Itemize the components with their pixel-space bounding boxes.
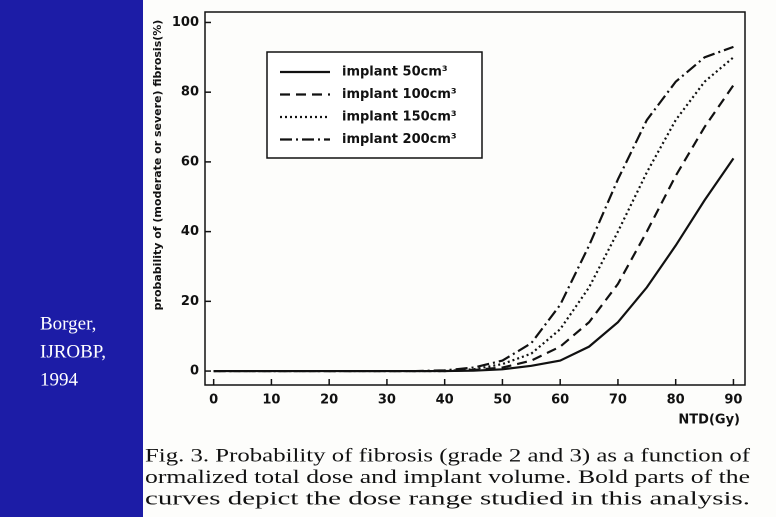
legend-label: implant 50cm³ [342,65,448,80]
x-axis-label: NTD(Gy) [678,413,740,428]
y-tick-label: 60 [181,154,199,169]
legend-label: implant 100cm³ [342,87,457,102]
source-note: Borger, [40,313,96,334]
x-tick-label: 40 [436,393,454,408]
y-tick-label: 40 [181,224,199,239]
y-tick-label: 80 [181,85,199,100]
x-tick-label: 60 [551,393,569,408]
x-tick-label: 80 [667,393,685,408]
x-tick-label: 70 [609,393,627,408]
x-tick-label: 50 [493,393,511,408]
y-tick-label: 0 [190,364,199,379]
series-line [213,45,734,373]
x-tick-label: 30 [378,393,396,408]
caption-line: curves depict the dose range studied in … [145,488,750,509]
legend-label: implant 150cm³ [342,110,457,125]
x-tick-label: 10 [262,393,280,408]
series-line [213,56,735,373]
caption-line: ormalized total dose and implant volume.… [145,467,750,488]
caption-line: Fig. 3. Probability of fibrosis (grade 2… [145,445,751,466]
source-note: 1994 [40,369,79,390]
y-tick-label: 100 [172,15,199,30]
x-tick-label: 90 [724,393,742,408]
x-tick-label: 20 [320,393,338,408]
legend-label: implant 200cm³ [342,132,457,147]
x-tick-label: 0 [209,393,218,408]
source-note: IJROBP, [40,341,106,362]
plot-frame [204,11,746,386]
y-tick-label: 20 [181,294,199,309]
y-axis-label: probability of (moderate or severe) fibr… [151,20,164,311]
